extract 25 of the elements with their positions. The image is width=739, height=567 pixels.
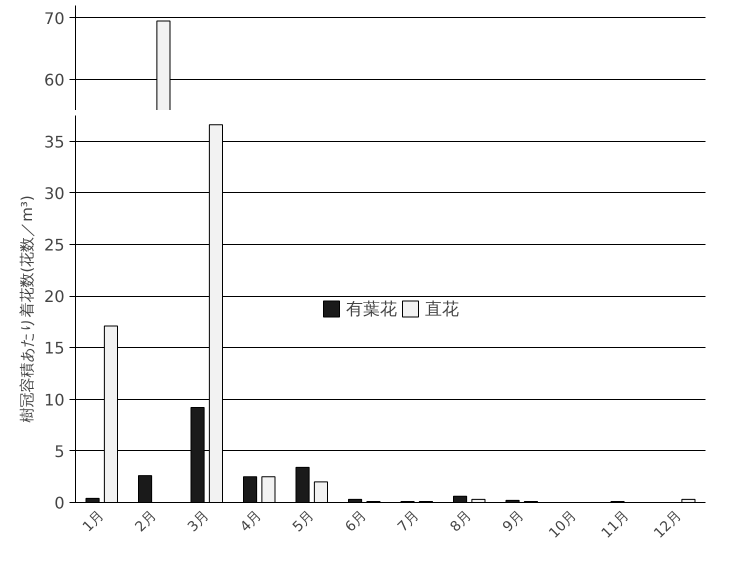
y-tick-label: 70	[44, 8, 64, 28]
x-tick-label: 4月	[237, 508, 265, 536]
x-tick-label: 3月	[184, 508, 212, 536]
y-tick-label: 20	[44, 287, 64, 306]
y-tick-label: 5	[54, 442, 65, 461]
y-tick-label: 30	[44, 184, 64, 203]
x-tick-label: 1月	[80, 508, 108, 536]
x-tick-label: 7月	[394, 508, 422, 536]
y-tick-label: 10	[44, 390, 64, 410]
legend-label: 直花	[425, 298, 459, 320]
x-tick-label: 2月	[132, 508, 160, 536]
x-tick-label: 9月	[500, 508, 528, 536]
x-tick-label: 5月	[290, 508, 318, 536]
x-tick-label: 12月	[651, 508, 685, 542]
x-tick-label: 8月	[447, 508, 475, 536]
x-tick-label: 10月	[546, 508, 580, 542]
y-axis-title: 樹冠容積あたり着花数(花数／m³)	[18, 195, 36, 423]
legend-label: 有葉花	[346, 298, 397, 320]
y-tick-label: 35	[44, 132, 64, 152]
y-tick-label: 0	[54, 494, 65, 512]
y-tick-label: 25	[44, 236, 64, 254]
y-tick-label: 15	[44, 338, 64, 358]
x-tick-label: 6月	[342, 508, 370, 536]
x-tick-label: 11月	[598, 508, 632, 542]
y-tick-label: 60	[44, 70, 64, 90]
